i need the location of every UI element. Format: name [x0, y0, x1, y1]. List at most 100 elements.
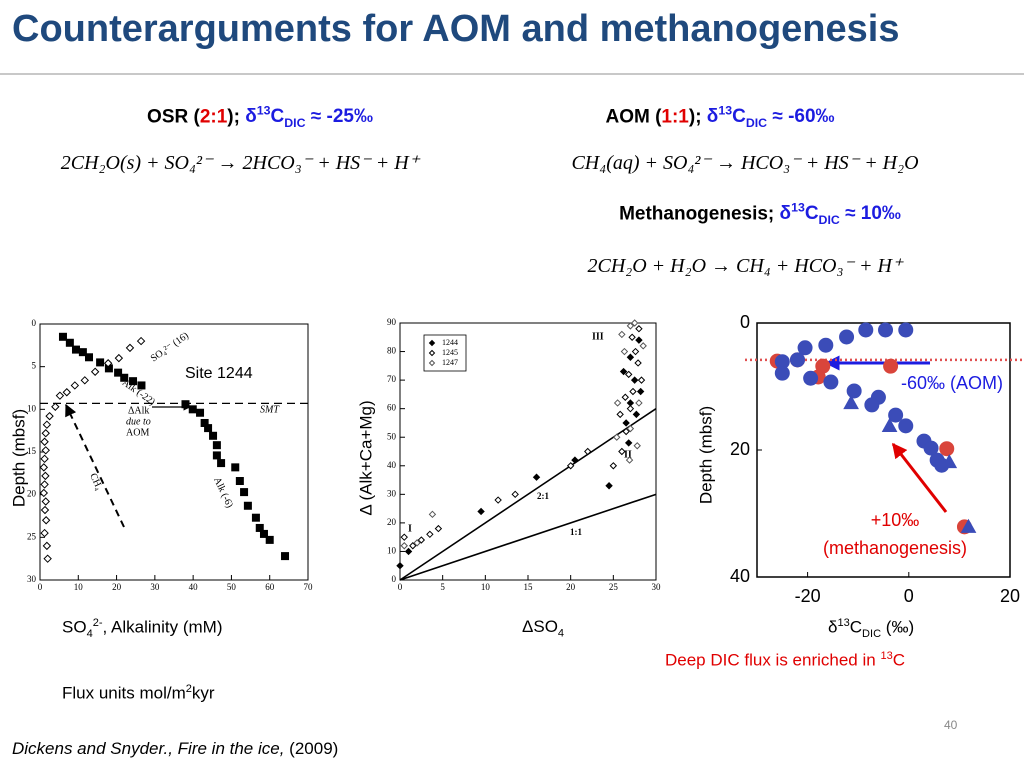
data-point	[42, 420, 52, 429]
subscript: DIC	[818, 213, 840, 228]
data-point	[85, 353, 94, 362]
data-point	[613, 433, 621, 441]
y-tick-label: 30	[387, 488, 397, 498]
isotope: 13	[718, 104, 733, 118]
annotation: AOM	[126, 427, 149, 438]
element: C	[732, 106, 746, 128]
element: C	[270, 106, 285, 128]
y-tick-label: 30	[27, 574, 37, 584]
data-point	[939, 441, 955, 457]
y-tick-label: 20	[387, 517, 397, 527]
data-point	[620, 347, 629, 356]
data-point	[626, 424, 635, 433]
data-point	[281, 552, 290, 561]
annotation: due to	[126, 416, 151, 427]
heading-text: OSR (	[147, 106, 200, 128]
label-text: C	[849, 617, 863, 637]
data-point	[803, 370, 819, 386]
y-tick-label: 20	[27, 489, 37, 499]
subscript: DIC	[745, 116, 768, 131]
data-point	[51, 402, 60, 411]
data-point	[633, 442, 641, 450]
annotation: +10‰	[871, 510, 920, 530]
legend-marker	[428, 359, 436, 367]
data-point	[65, 338, 74, 347]
y-tick-label: 70	[387, 374, 397, 384]
data-point	[41, 516, 51, 525]
data-point	[636, 387, 645, 396]
isotope: 13	[791, 201, 805, 215]
data-point	[635, 399, 643, 407]
data-point	[243, 501, 252, 510]
data-point	[196, 408, 205, 417]
reaction-heading: Methanogenesis; δ13CDIC ≈ 10‰	[560, 201, 960, 227]
data-point	[888, 407, 904, 423]
x-tick-label: 20	[1000, 586, 1020, 606]
data-point	[41, 497, 50, 506]
data-point	[103, 359, 113, 368]
x-tick-label: -20	[795, 586, 821, 606]
ratio-label: 1:1	[570, 527, 582, 537]
data-point	[41, 471, 50, 481]
data-point	[240, 488, 249, 497]
data-point	[404, 547, 413, 556]
y-tick-label: 40	[730, 566, 750, 586]
data-point	[635, 325, 643, 333]
heading-text: );	[688, 106, 702, 128]
delta: δ	[774, 203, 792, 225]
data-point	[616, 410, 624, 419]
citation-source: Dickens and Snyder., Fire in the ice,	[12, 739, 285, 758]
equation: 2CH₂O + H₂O → CH₄ + HCO₃⁻ + H⁺	[587, 255, 903, 277]
data-point	[630, 319, 639, 327]
data-point	[923, 440, 939, 456]
x-tick-label: 70	[304, 582, 314, 592]
data-point	[789, 352, 805, 368]
data-point	[41, 446, 50, 455]
legend-label: 1244	[442, 338, 458, 347]
isotope: 13	[256, 104, 271, 118]
x-tick-label: 40	[189, 582, 199, 592]
delta-value: ≈ 10‰	[839, 203, 901, 225]
citation: Dickens and Snyder., Fire in the ice, (2…	[12, 739, 338, 759]
annotation: I	[408, 523, 412, 534]
data-point	[413, 539, 421, 547]
data-point	[181, 400, 190, 409]
data-point	[797, 340, 813, 356]
data-point	[62, 388, 72, 397]
equation: 2CH₂O(s) + SO₄²⁻ → 2HCO₃⁻ + HS⁻ + H⁺	[60, 152, 420, 174]
data-point	[624, 370, 633, 379]
x-tick-label: 30	[652, 582, 662, 592]
data-point	[40, 480, 49, 489]
data-point	[204, 424, 213, 433]
annotation: SMT	[260, 404, 280, 415]
x-tick-label: 30	[150, 582, 160, 592]
data-point	[571, 456, 579, 464]
delta-value: ≈ -25‰	[305, 106, 373, 128]
slide-title: Counterarguments for AOM and methanogene…	[12, 8, 900, 50]
data-point	[566, 462, 575, 470]
x-tick-label: 5	[440, 582, 445, 592]
x-axis-label: δ13CDIC (‰)	[828, 617, 914, 640]
y-tick-label: 50	[387, 431, 397, 441]
data-point	[78, 348, 87, 357]
data-point	[839, 329, 855, 345]
data-point	[426, 530, 434, 539]
annotation: Site 1244	[185, 365, 253, 382]
y-tick-label: 0	[740, 312, 750, 332]
data-point	[41, 429, 50, 438]
ratio-label: 2:1	[537, 491, 549, 501]
data-point	[941, 454, 958, 469]
y-tick-label: 60	[387, 403, 397, 413]
ratio: 2:1	[199, 106, 228, 128]
data-point	[605, 482, 613, 490]
x-tick-label: 25	[609, 582, 619, 592]
reaction-heading: AOM (1:1); δ13CDIC ≈ -60‰	[520, 104, 920, 130]
note-text: Flux units mol/m	[62, 683, 186, 703]
y-tick-label: 10	[27, 403, 37, 413]
data-point	[613, 399, 622, 407]
y-axis-label: Depth (mbsf)	[9, 409, 28, 507]
reaction-heading: OSR (2:1); δ13CDIC ≈ -25‰	[60, 104, 460, 130]
y-tick-label: 0	[32, 318, 37, 328]
